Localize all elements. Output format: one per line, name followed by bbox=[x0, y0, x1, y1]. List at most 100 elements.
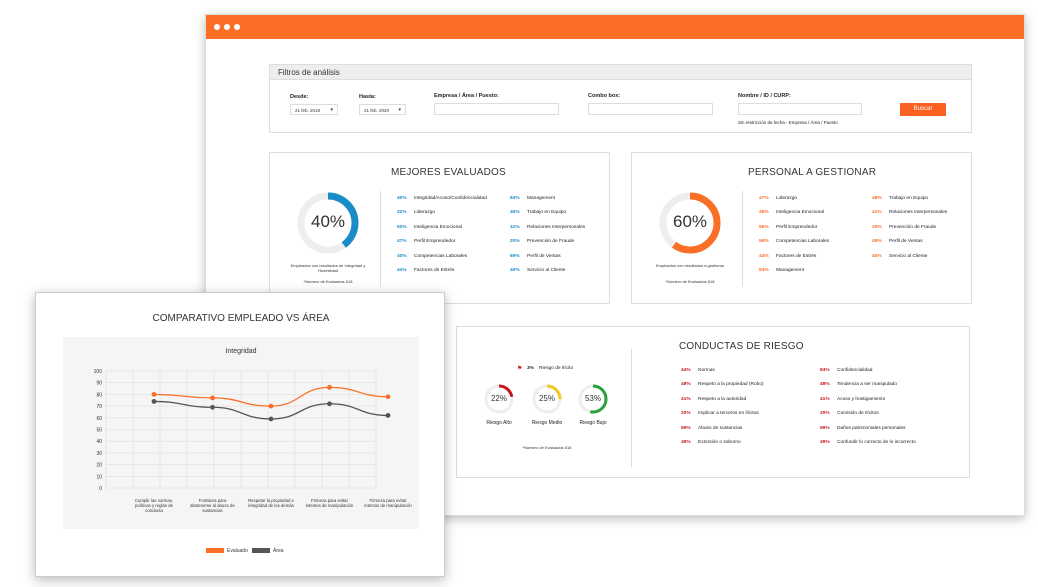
x-tick-label: Firmeza para evitar intentos de manipula… bbox=[364, 498, 412, 508]
data-point[interactable] bbox=[268, 403, 274, 409]
item-pct: 59% bbox=[820, 425, 830, 431]
ilicito-label: Riesgo de Ilícito bbox=[539, 366, 574, 371]
item-pct: 46% bbox=[759, 210, 769, 216]
riesgo-gauge bbox=[578, 384, 608, 414]
item-pct: 41% bbox=[872, 210, 882, 216]
item-label: Implicar a terceros en ilícitos bbox=[698, 411, 759, 417]
buscar-button[interactable]: Buscar bbox=[900, 103, 946, 116]
item-pct: 20% bbox=[820, 411, 830, 417]
mejores-title: MEJORES EVALUADOS bbox=[391, 167, 506, 178]
item-label: Factores de Estrés bbox=[776, 253, 817, 259]
item-pct: 44% bbox=[681, 368, 691, 373]
item-pct: 20% bbox=[510, 239, 520, 245]
item-label: Perfil Emprendedor bbox=[776, 224, 818, 230]
data-point[interactable] bbox=[268, 416, 274, 422]
item-pct: 41% bbox=[681, 396, 691, 402]
ilicito-pct: 3% bbox=[527, 366, 534, 371]
desde-label: Desde: bbox=[290, 94, 309, 100]
data-point[interactable] bbox=[385, 394, 391, 400]
item-pct: 22% bbox=[397, 210, 407, 216]
mejores-evaluados: *Número de Evaluados 618 bbox=[303, 279, 353, 284]
window-dot-icon[interactable] bbox=[224, 24, 230, 30]
item-label: Confidencialidad bbox=[837, 368, 873, 373]
item-label: Perfil de Ventas bbox=[889, 239, 923, 245]
riesgo-gauge-value: 25% bbox=[538, 394, 555, 403]
chart-title: Integridad bbox=[225, 348, 257, 355]
item-pct: 40% bbox=[397, 196, 407, 201]
comparativo-panel: COMPARATIVO EMPLEADO VS ÁREA 0 10 20 30 40 50… bbox=[35, 292, 445, 577]
item-label: Perfil Emprendedor bbox=[414, 239, 456, 245]
data-point[interactable] bbox=[385, 413, 391, 418]
filters-panel: Filtros de análisis Desde: 21 feb. 2019 … bbox=[269, 64, 972, 133]
y-tick-label: 70 bbox=[96, 404, 102, 410]
desde-select[interactable]: 21 feb. 2019 ▾ bbox=[290, 104, 338, 115]
hasta-select[interactable]: 21 feb. 2020 ▾ bbox=[359, 104, 406, 115]
data-point[interactable] bbox=[210, 395, 215, 401]
item-pct: 84% bbox=[759, 268, 769, 273]
item-pct: 48% bbox=[872, 196, 882, 201]
dashboard-window: Filtros de análisis Desde: 21 feb. 2019 … bbox=[205, 14, 1025, 516]
personal-gestionar-card: PERSONAL A GESTIONAR 60% Empleados con r… bbox=[631, 152, 972, 304]
item-pct: 44% bbox=[759, 253, 769, 259]
y-tick-label: 40 bbox=[96, 439, 102, 445]
item-label: Competencias Laborales bbox=[414, 253, 468, 259]
nombre-input[interactable] bbox=[738, 103, 862, 115]
item-label: Liderazgo bbox=[414, 210, 436, 216]
y-tick-label: 80 bbox=[96, 392, 102, 398]
gestionar-gauge bbox=[659, 192, 721, 254]
item-pct: 48% bbox=[681, 382, 691, 388]
item-label: Respeto a la autoridad bbox=[698, 396, 747, 402]
item-pct: 40% bbox=[872, 253, 882, 259]
item-label: Prevención de Fraude bbox=[527, 239, 575, 245]
item-label: Perfil de Ventas bbox=[527, 253, 561, 259]
item-label: Tendencia a ser manipulado bbox=[837, 382, 898, 388]
y-tick-label: 0 bbox=[99, 486, 102, 492]
data-point[interactable] bbox=[151, 399, 157, 404]
chevron-down-icon: ▾ bbox=[398, 107, 401, 113]
conductas-title: CONDUCTAS DE RIESGO bbox=[679, 341, 804, 352]
data-point[interactable] bbox=[327, 401, 332, 407]
chevron-down-icon: ▾ bbox=[330, 107, 333, 113]
item-pct: 41% bbox=[820, 396, 830, 402]
item-pct: 40% bbox=[510, 210, 520, 216]
data-point[interactable] bbox=[151, 392, 157, 397]
item-pct: 47% bbox=[397, 239, 407, 245]
alert-icon: ⚑ bbox=[517, 366, 523, 372]
legend-evaluado-label: Evaluado bbox=[227, 548, 248, 554]
item-label: Extorsión o soborno bbox=[698, 440, 741, 445]
data-point[interactable] bbox=[210, 404, 215, 410]
item-pct: 20% bbox=[872, 224, 882, 230]
y-tick-label: 20 bbox=[96, 463, 102, 469]
item-label: Respeto a la propiedad (Robo) bbox=[698, 382, 764, 388]
item-pct: 40% bbox=[397, 253, 407, 259]
riesgo-gauge-value: 53% bbox=[584, 394, 601, 403]
item-pct: 44% bbox=[397, 268, 407, 273]
item-label: Management bbox=[527, 196, 555, 201]
item-label: Trabajo en Equipo bbox=[527, 210, 567, 216]
data-point[interactable] bbox=[327, 384, 332, 390]
item-pct: 49% bbox=[820, 440, 830, 445]
item-pct: 49% bbox=[681, 440, 691, 445]
legend-area-label: Área bbox=[273, 548, 284, 554]
hasta-value: 21 feb. 2020 bbox=[364, 107, 390, 113]
divider bbox=[742, 191, 743, 287]
gestionar-evaluados: *Número de Evaluados 618 bbox=[665, 279, 715, 284]
series-line bbox=[153, 386, 389, 407]
window-titlebar bbox=[206, 15, 1024, 39]
item-pct: 84% bbox=[820, 368, 830, 373]
item-label: Acoso y hostigamiento bbox=[837, 396, 886, 402]
y-tick-label: 10 bbox=[96, 474, 102, 480]
empresa-label: Empresa / Área / Puesto: bbox=[434, 93, 499, 99]
item-label: Factores de Estrés bbox=[414, 268, 455, 273]
window-dot-icon[interactable] bbox=[214, 24, 220, 30]
item-label: Confundir lo correcto de lo incorrecto bbox=[837, 440, 916, 445]
mejores-gauge bbox=[297, 192, 359, 254]
window-dot-icon[interactable] bbox=[234, 24, 240, 30]
nombre-label: Nombre / ID / CURP: bbox=[738, 93, 791, 99]
desde-value: 21 feb. 2019 bbox=[295, 107, 321, 113]
x-tick-label: Cumplir las normas, políticas y reglas d… bbox=[134, 498, 174, 513]
empresa-input[interactable] bbox=[434, 103, 559, 115]
item-label: Integridad/Acoso/Confidencialidad bbox=[414, 196, 487, 201]
combo-box[interactable] bbox=[588, 103, 713, 115]
filter-note: Sin restricción de fecha - Empresa / Áre… bbox=[738, 120, 838, 125]
